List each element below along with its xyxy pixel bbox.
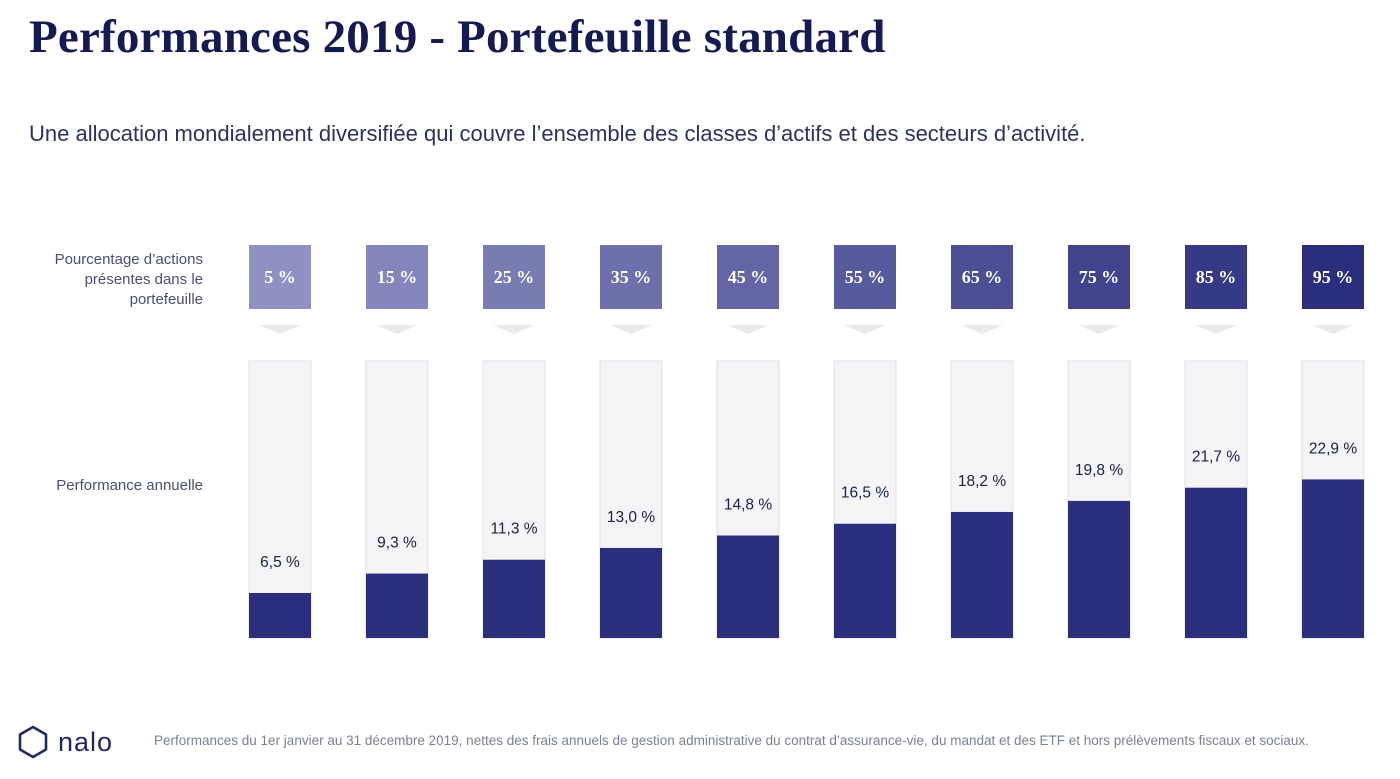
- equity-share-label: 5 %: [264, 267, 296, 287]
- performance-bar: [1302, 479, 1364, 638]
- performance-value-label: 9,3 %: [377, 535, 417, 552]
- performance-bar: [1068, 500, 1130, 638]
- performance-value-label: 14,8 %: [724, 497, 772, 514]
- page-subtitle: Une allocation mondialement diversifiée …: [29, 121, 1086, 146]
- performance-bar: [834, 523, 896, 638]
- performance-value-label: 22,9 %: [1309, 440, 1357, 457]
- equity-share-label: 65 %: [962, 267, 1003, 287]
- performance-bar: [600, 547, 662, 638]
- equity-share-box: [600, 245, 662, 309]
- brand-logo: nalo: [17, 725, 113, 759]
- equity-share-box: [951, 245, 1013, 309]
- equity-share-box: [834, 245, 896, 309]
- equity-share-box: [1185, 245, 1247, 309]
- performance-value-label: 21,7 %: [1192, 449, 1240, 466]
- page-title: Performances 2019 - Portefeuille standar…: [29, 11, 886, 63]
- performance-value-label: 11,3 %: [490, 521, 537, 538]
- chevron-down-icon: [1078, 325, 1120, 334]
- equity-share-label: 25 %: [494, 267, 535, 287]
- performance-chart: 5 % 6,5 % 15 % 9,3 % 25 % 11,3 % 35 % 13,0 % 45 …: [248, 245, 1365, 639]
- equity-share-label: 95 %: [1313, 267, 1354, 287]
- equity-share-label: 55 %: [845, 267, 886, 287]
- equity-share-label: 35 %: [611, 267, 652, 287]
- footer-note: Performances du 1er janvier au 31 décemb…: [154, 733, 1309, 748]
- chevron-down-icon: [844, 325, 886, 334]
- brand-name: nalo: [58, 727, 114, 757]
- equity-share-box: [483, 245, 545, 309]
- performance-bar: [717, 535, 779, 638]
- performance-value-label: 16,5 %: [841, 485, 889, 502]
- chevron-down-icon: [376, 325, 418, 334]
- performance-bar: [366, 573, 428, 638]
- performance-bar: [951, 511, 1013, 638]
- performance-bar: [1185, 487, 1247, 638]
- equity-share-box: [249, 245, 311, 309]
- chevron-down-icon: [259, 325, 301, 334]
- performance-bar: [483, 559, 545, 638]
- performance-value-label: 6,5 %: [260, 554, 300, 571]
- bar-track: [248, 360, 312, 639]
- performance-value-label: 19,8 %: [1075, 462, 1123, 479]
- equity-share-box: [1302, 245, 1364, 309]
- equity-share-label: 45 %: [728, 267, 769, 287]
- equity-share-box: [717, 245, 779, 309]
- chevron-down-icon: [493, 325, 535, 334]
- chevron-down-icon: [1195, 325, 1237, 334]
- chevron-down-icon: [1312, 325, 1354, 334]
- equity-share-row-label: Pourcentage d’actions présentes dans le …: [54, 251, 203, 308]
- chevron-down-icon: [961, 325, 1003, 334]
- equity-share-label: 75 %: [1079, 267, 1120, 287]
- performance-value-label: 18,2 %: [958, 473, 1006, 490]
- equity-share-box: [1068, 245, 1130, 309]
- equity-share-label: 85 %: [1196, 267, 1237, 287]
- equity-share-box: [366, 245, 428, 309]
- hexagon-logo-icon: [18, 725, 48, 759]
- chevron-down-icon: [727, 325, 769, 334]
- chevron-down-icon: [610, 325, 652, 334]
- annual-performance-row-label: Performance annuelle: [56, 477, 203, 494]
- performance-bar: [249, 592, 311, 638]
- equity-share-label: 15 %: [377, 267, 418, 287]
- performance-value-label: 13,0 %: [607, 509, 655, 526]
